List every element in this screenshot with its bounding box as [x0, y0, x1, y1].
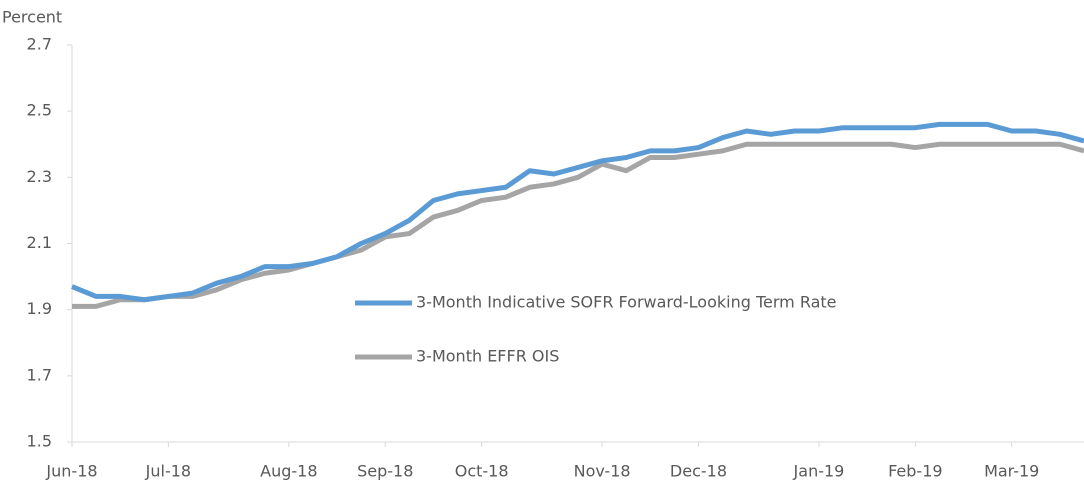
- y-tick-label: 2.7: [27, 35, 52, 54]
- x-tick-label: Jan-19: [793, 462, 845, 481]
- x-tick-label: Feb-19: [888, 462, 942, 481]
- x-tick-label: Jul-18: [145, 462, 191, 481]
- legend-label: 3-Month EFFR OIS: [416, 347, 559, 366]
- x-tick-label: Mar-19: [984, 462, 1039, 481]
- y-tick-label: 2.1: [27, 233, 52, 252]
- legend-label: 3-Month Indicative SOFR Forward-Looking …: [416, 293, 837, 312]
- x-tick-label: Oct-18: [455, 462, 509, 481]
- y-tick-label: 1.5: [27, 432, 52, 451]
- x-tick-label: Sep-18: [357, 462, 413, 481]
- x-tick-label: Nov-18: [574, 462, 631, 481]
- y-tick-label: 2.3: [27, 167, 52, 186]
- y-axis-label: Percent: [2, 8, 62, 27]
- data-line: [72, 141, 1084, 309]
- x-tick-label: Aug-18: [260, 462, 317, 481]
- x-tick-label: Dec-18: [670, 462, 727, 481]
- y-tick-label: 2.5: [27, 101, 52, 120]
- data-line: [71, 121, 1084, 303]
- y-tick-label: 1.9: [27, 299, 52, 318]
- y-tick-label: 1.7: [27, 365, 52, 384]
- x-tick-label: Jun-18: [45, 462, 97, 481]
